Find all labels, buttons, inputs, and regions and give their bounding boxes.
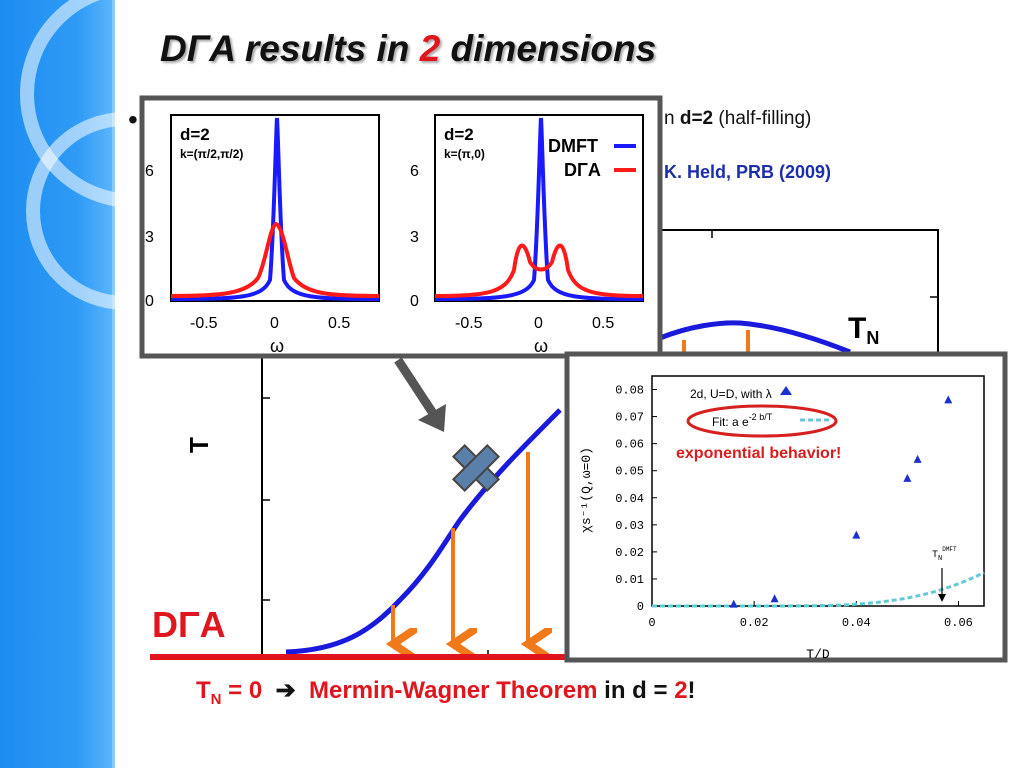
legend-dga-label: DΓA bbox=[564, 160, 601, 180]
chi-data-point bbox=[770, 594, 779, 603]
right-arrow-icon: ➔ bbox=[275, 677, 296, 704]
chi-data-point bbox=[944, 395, 953, 404]
chi-ytick-label: 0.05 bbox=[615, 465, 644, 479]
panel1-ytick-0: 0 bbox=[145, 293, 154, 310]
dimension-number: 2 bbox=[674, 677, 688, 704]
theorem-name: Mermin-Wagner Theorem bbox=[309, 677, 598, 704]
title-text-pre: DΓA results in bbox=[160, 28, 420, 69]
chi-ytick-label: 0.02 bbox=[615, 546, 644, 560]
chi-xtick-label: 0.04 bbox=[842, 616, 871, 630]
panel1-xlabel: ω bbox=[270, 336, 284, 356]
panel2-label-k: k=(π,0) bbox=[444, 147, 485, 161]
chi-xtick-label: 0.02 bbox=[740, 616, 769, 630]
panel2-xtick-pos: 0.5 bbox=[592, 315, 614, 332]
in-d-text: in d = bbox=[597, 677, 675, 704]
chi-ytick-label: 0.03 bbox=[615, 519, 644, 533]
title-text-post: dimensions bbox=[440, 28, 657, 69]
panel1-dmft-line bbox=[170, 117, 380, 301]
chi-legend-series: 2d, U=D, with λ bbox=[690, 387, 772, 401]
chi-ytick-label: 0.07 bbox=[615, 411, 644, 425]
spectra-panel-1: d=2 k=(π/2,π/2) 6 3 0 -0.5 0 0.5 ω bbox=[145, 114, 380, 356]
bullet-glyph: • bbox=[128, 104, 138, 135]
triangle-marker-icon bbox=[780, 386, 792, 395]
subtitle-bold: d=2 bbox=[679, 108, 714, 129]
panel2-ytick-6: 6 bbox=[410, 163, 419, 180]
panel2-xlabel: ω bbox=[534, 336, 548, 356]
chi-data-point bbox=[913, 454, 922, 463]
chi-ytick-label: 0.06 bbox=[615, 438, 644, 452]
chi-ytick-label: 0 bbox=[637, 600, 644, 614]
chi-xticks: 0 0.02 0.04 0.06 bbox=[648, 601, 973, 630]
chi-yticks: 0 0.01 0.02 0.03 0.04 0.05 0.06 0.07 0.08 bbox=[615, 384, 657, 614]
chi-plot-area bbox=[651, 375, 985, 607]
panel1-ytick-6: 6 bbox=[145, 163, 154, 180]
tn-dmft-marker-label: TNDMFT bbox=[932, 546, 957, 563]
chi-xlabel: T/D bbox=[806, 647, 830, 662]
tn-curve-label: TN bbox=[848, 312, 879, 348]
legend-dmft-label: DMFT bbox=[548, 136, 598, 156]
panel2-dga-line bbox=[434, 243, 644, 298]
dmft-tn-curve bbox=[659, 320, 851, 355]
panel1-ytick-3: 3 bbox=[145, 229, 154, 246]
dga-tn-curve bbox=[285, 408, 562, 655]
panel1-dga-line bbox=[170, 221, 380, 298]
chi-ytick-label: 0.01 bbox=[615, 573, 644, 587]
chi-xtick-label: 0 bbox=[648, 616, 655, 630]
panel2-xtick-0: 0 bbox=[534, 315, 543, 332]
panel1-label-k: k=(π/2,π/2) bbox=[180, 147, 243, 161]
panel2-label-d: d=2 bbox=[444, 125, 474, 144]
reference: K. Held, PRB (2009) bbox=[664, 162, 832, 182]
sidebar-edge bbox=[112, 0, 115, 768]
chi-data-point bbox=[852, 530, 861, 539]
spectra-inset-frame bbox=[139, 95, 663, 359]
exclamation: ! bbox=[687, 677, 696, 704]
panel1-xtick-neg: -0.5 bbox=[190, 315, 218, 332]
chi-data-points bbox=[729, 395, 953, 608]
panel2-xtick-neg: -0.5 bbox=[455, 315, 483, 332]
chi-ytick-label: 0.04 bbox=[615, 492, 644, 506]
spectra-panel-2: d=2 k=(π,0) 6 3 0 -0.5 0 0.5 ω DMFT DΓA bbox=[410, 114, 644, 356]
phase-ylabel: T bbox=[184, 437, 214, 453]
conclusion-line: TN = 0 ➔ Mermin-Wagner Theorem in d = 2! bbox=[196, 676, 696, 708]
chi-data-point bbox=[903, 473, 912, 482]
subtitle-pre: n bbox=[664, 108, 680, 129]
susceptibility-inset: 00.010.020.030.040.050.060.070.08 0 0.02 0… bbox=[564, 351, 1008, 663]
fit-highlight-oval bbox=[686, 404, 838, 438]
tn-symbol: TN = 0 bbox=[196, 677, 263, 708]
title-number: 2 bbox=[419, 28, 441, 69]
subtitle: n d=2 (half-filling) bbox=[664, 108, 811, 130]
panel1-xtick-pos: 0.5 bbox=[328, 315, 350, 332]
chi-ylabel: χs⁻¹(Q,ω=0) bbox=[579, 447, 594, 533]
slide-title: DΓA results in 2 dimensions bbox=[160, 28, 656, 70]
exponential-annotation: exponential behavior! bbox=[676, 445, 841, 462]
panel2-ytick-0: 0 bbox=[410, 293, 419, 310]
dga-label: DΓA bbox=[152, 604, 226, 645]
cross-marker-icon bbox=[451, 443, 501, 493]
chi-legend-fit: Fit: a e-2 b/T bbox=[712, 412, 773, 429]
subtitle-post: (half-filling) bbox=[713, 108, 812, 129]
panel2-dmft-line bbox=[434, 117, 644, 301]
panel1-xtick-0: 0 bbox=[270, 315, 279, 332]
panel1-label-d: d=2 bbox=[180, 125, 210, 144]
chi-data-point bbox=[729, 599, 738, 608]
chi-ytick-label: 0.08 bbox=[615, 384, 644, 398]
panel2-ytick-3: 3 bbox=[410, 229, 419, 246]
spectra-inset: d=2 k=(π/2,π/2) 6 3 0 -0.5 0 0.5 ω d=2 k… bbox=[139, 95, 663, 359]
chi-xtick-label: 0.06 bbox=[944, 616, 973, 630]
susceptibility-inset-frame bbox=[564, 351, 1008, 663]
